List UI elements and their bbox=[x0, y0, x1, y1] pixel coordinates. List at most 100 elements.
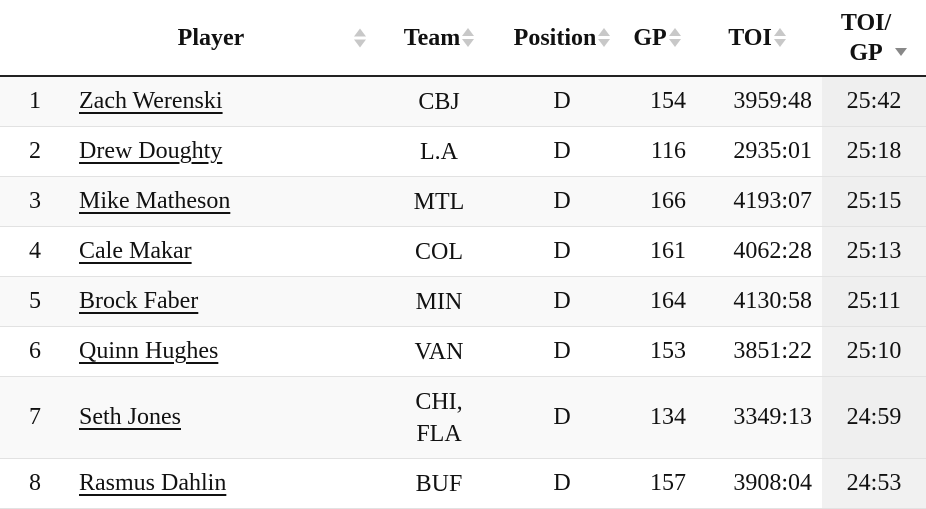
sort-both-icon[interactable] bbox=[598, 28, 611, 47]
gp-cell: 116 bbox=[622, 126, 692, 177]
rank-cell: 4 bbox=[0, 226, 72, 277]
table-row: 5 Brock Faber MIN D 164 4130:58 25:11 bbox=[0, 276, 926, 327]
player-link[interactable]: Brock Faber bbox=[79, 288, 199, 314]
table-row: 4 Cale Makar COL D 161 4062:28 25:13 bbox=[0, 226, 926, 277]
table-row: 3 Mike Matheson MTL D 166 4193:07 25:15 bbox=[0, 176, 926, 227]
team-code: BUF bbox=[415, 470, 463, 497]
rank-cell: 3 bbox=[0, 176, 72, 227]
rank-cell: 6 bbox=[0, 326, 72, 377]
team-cell: L.A bbox=[376, 126, 502, 177]
sort-both-icon[interactable] bbox=[668, 28, 681, 47]
col-header-player[interactable]: Player bbox=[72, 0, 376, 77]
toi-cell: 3908:04 bbox=[692, 458, 822, 509]
player-cell: Drew Doughty bbox=[72, 126, 376, 177]
team-cell: VAN bbox=[376, 326, 502, 377]
col-header-gp[interactable]: GP bbox=[622, 0, 692, 77]
toi-cell: 4130:58 bbox=[692, 276, 822, 327]
col-header-gp-label: GP bbox=[633, 24, 667, 51]
gp-cell: 154 bbox=[622, 76, 692, 127]
col-header-rank bbox=[0, 0, 72, 77]
team-cell: COL bbox=[376, 226, 502, 277]
player-cell: Quinn Hughes bbox=[72, 326, 376, 377]
team-code: MIN bbox=[415, 288, 463, 315]
position-cell: D bbox=[502, 458, 622, 509]
team-cell: CBJ bbox=[376, 76, 502, 127]
toi-cell: 3851:22 bbox=[692, 326, 822, 377]
col-header-toi-per-gp-label: TOI/ GP bbox=[841, 8, 891, 68]
gp-cell: 161 bbox=[622, 226, 692, 277]
team-cell: BUF bbox=[376, 458, 502, 509]
col-header-toi-per-gp-line1: TOI/ bbox=[840, 9, 892, 36]
toi-cell: 2935:01 bbox=[692, 126, 822, 177]
toi-per-gp-cell: 25:11 bbox=[822, 276, 926, 327]
rank-cell: 8 bbox=[0, 458, 72, 509]
table-row: 7 Seth Jones CHI, FLA D 134 3349:13 24:59 bbox=[0, 376, 926, 459]
position-cell: D bbox=[502, 326, 622, 377]
col-header-team[interactable]: Team bbox=[376, 0, 502, 77]
table-row: 1 Zach Werenski CBJ D 154 3959:48 25:42 bbox=[0, 76, 926, 127]
player-cell: Zach Werenski bbox=[72, 76, 376, 127]
toi-per-gp-cell: 25:18 bbox=[822, 126, 926, 177]
gp-cell: 164 bbox=[622, 276, 692, 327]
col-header-toi-per-gp-line2: GP bbox=[849, 39, 883, 66]
team-code: L.A bbox=[420, 138, 458, 165]
col-header-toi[interactable]: TOI bbox=[692, 0, 822, 77]
toi-cell: 4062:28 bbox=[692, 226, 822, 277]
player-cell: Rasmus Dahlin bbox=[72, 458, 376, 509]
player-link[interactable]: Seth Jones bbox=[79, 404, 181, 430]
player-cell: Cale Makar bbox=[72, 226, 376, 277]
toi-cell: 3959:48 bbox=[692, 76, 822, 127]
position-cell: D bbox=[502, 226, 622, 277]
table-row: 6 Quinn Hughes VAN D 153 3851:22 25:10 bbox=[0, 326, 926, 377]
col-header-position-label: Position bbox=[513, 24, 597, 51]
col-header-toi-label: TOI bbox=[728, 24, 772, 51]
col-header-player-label: Player bbox=[177, 24, 245, 51]
position-cell: D bbox=[502, 176, 622, 227]
header-row: Player Team Position GP bbox=[0, 0, 926, 77]
toi-cell: 3349:13 bbox=[692, 376, 822, 459]
table-header: Player Team Position GP bbox=[0, 0, 926, 77]
position-cell: D bbox=[502, 276, 622, 327]
player-link[interactable]: Drew Doughty bbox=[79, 138, 223, 164]
rank-cell: 5 bbox=[0, 276, 72, 327]
toi-per-gp-cell: 25:15 bbox=[822, 176, 926, 227]
gp-cell: 153 bbox=[622, 326, 692, 377]
toi-per-gp-cell: 25:13 bbox=[822, 226, 926, 277]
toi-per-gp-cell: 24:53 bbox=[822, 458, 926, 509]
player-link[interactable]: Zach Werenski bbox=[79, 88, 223, 114]
team-cell: MTL bbox=[376, 176, 502, 227]
team-cell: MIN bbox=[376, 276, 502, 327]
player-cell: Brock Faber bbox=[72, 276, 376, 327]
player-cell: Seth Jones bbox=[72, 376, 376, 459]
gp-cell: 166 bbox=[622, 176, 692, 227]
gp-cell: 157 bbox=[622, 458, 692, 509]
position-cell: D bbox=[502, 126, 622, 177]
table-row: 8 Rasmus Dahlin BUF D 157 3908:04 24:53 bbox=[0, 458, 926, 509]
player-link[interactable]: Quinn Hughes bbox=[79, 338, 219, 364]
toi-per-gp-cell: 25:10 bbox=[822, 326, 926, 377]
toi-per-gp-cell: 24:59 bbox=[822, 376, 926, 459]
position-cell: D bbox=[502, 76, 622, 127]
team-cell: CHI, FLA bbox=[376, 376, 502, 459]
team-code: MTL bbox=[413, 188, 465, 215]
toi-cell: 4193:07 bbox=[692, 176, 822, 227]
position-cell: D bbox=[502, 376, 622, 459]
rank-cell: 2 bbox=[0, 126, 72, 177]
player-link[interactable]: Mike Matheson bbox=[79, 188, 231, 214]
table-row: 2 Drew Doughty L.A D 116 2935:01 25:18 bbox=[0, 126, 926, 177]
col-header-position[interactable]: Position bbox=[502, 0, 622, 77]
col-header-toi-per-gp[interactable]: TOI/ GP bbox=[822, 0, 926, 77]
sort-both-icon[interactable] bbox=[462, 28, 475, 47]
team-code: VAN bbox=[414, 338, 464, 365]
rank-cell: 1 bbox=[0, 76, 72, 127]
sort-desc-icon[interactable] bbox=[895, 37, 908, 56]
sort-both-icon[interactable] bbox=[354, 28, 366, 47]
sort-both-icon[interactable] bbox=[773, 28, 786, 47]
player-link[interactable]: Rasmus Dahlin bbox=[79, 470, 227, 496]
team-code: COL bbox=[415, 238, 463, 265]
player-cell: Mike Matheson bbox=[72, 176, 376, 227]
player-link[interactable]: Cale Makar bbox=[79, 238, 192, 264]
gp-cell: 134 bbox=[622, 376, 692, 459]
rank-cell: 7 bbox=[0, 376, 72, 459]
